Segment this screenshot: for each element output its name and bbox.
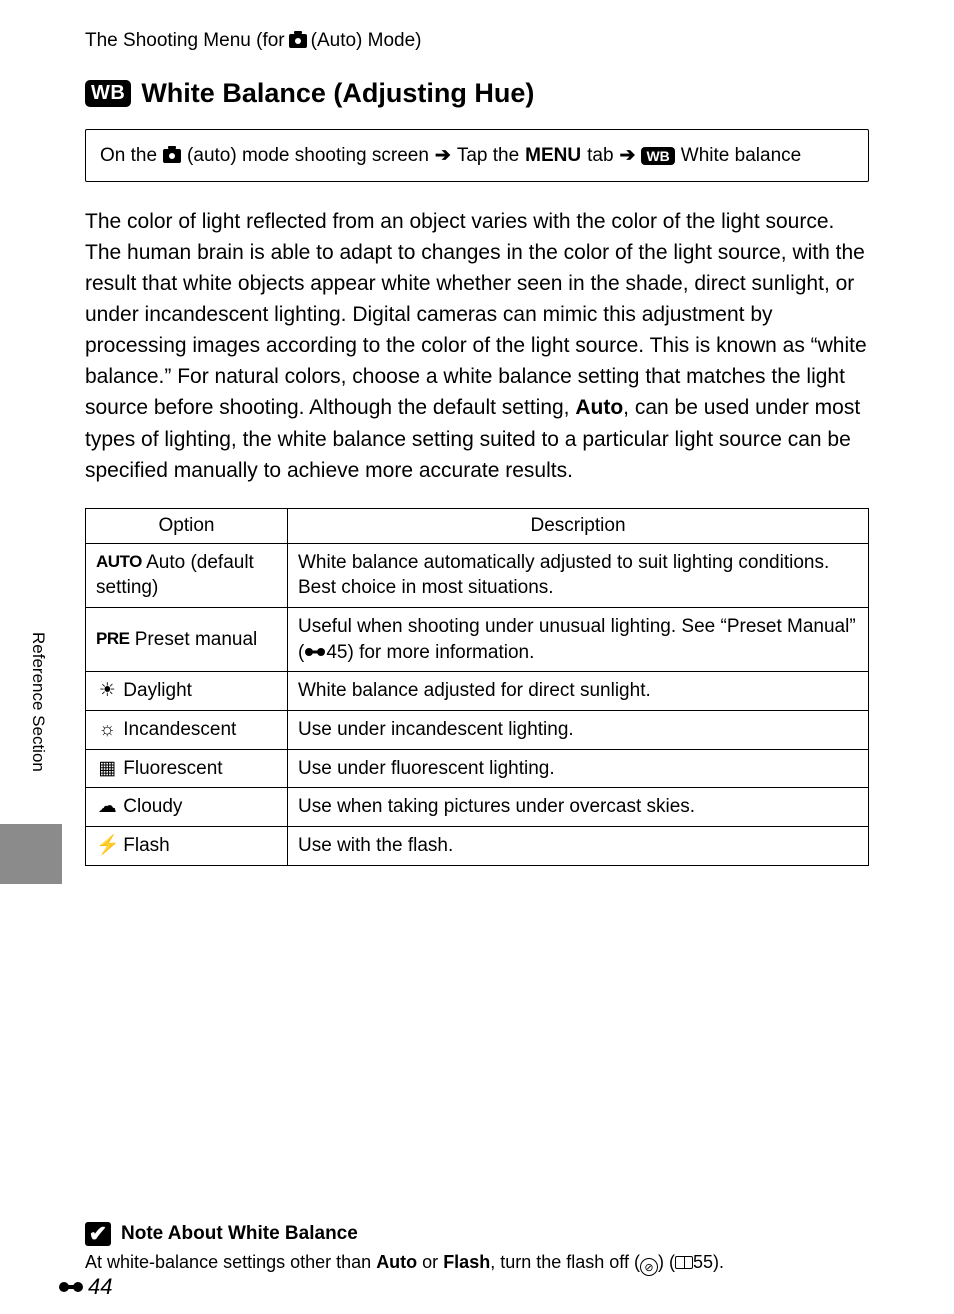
arrow-icon: ➔: [620, 144, 636, 167]
reference-page: 45: [326, 642, 347, 663]
option-description: Use under incandescent lighting.: [288, 711, 869, 750]
table-row: ⚡ Flash Use with the flash.: [86, 826, 869, 865]
breadcrumb: The Shooting Menu (for (Auto) Mode): [85, 30, 869, 52]
reference-link-icon: [304, 640, 326, 666]
body-text: The color of light reflected from an obj…: [85, 210, 867, 419]
navbox-text: White balance: [681, 145, 801, 167]
book-icon: [675, 1256, 693, 1269]
wb-badge-icon: WB: [641, 147, 674, 165]
breadcrumb-prefix: The Shooting Menu (for: [85, 30, 285, 52]
navigation-path: On the (auto) mode shooting screen ➔ Tap…: [85, 129, 869, 182]
page-title: White Balance (Adjusting Hue): [141, 78, 534, 109]
fluorescent-icon: ▦: [96, 756, 118, 782]
navbox-text: (auto) mode shooting screen: [187, 145, 429, 167]
body-bold: Auto: [575, 396, 623, 419]
note-heading: Note About White Balance: [121, 1223, 358, 1245]
option-description: White balance adjusted for direct sunlig…: [288, 672, 869, 711]
table-row: ▦ Fluorescent Use under fluorescent ligh…: [86, 749, 869, 788]
body-paragraph: The color of light reflected from an obj…: [85, 206, 869, 486]
table-header-option: Option: [86, 508, 288, 543]
table-row: AUTO Auto (default setting) White balanc…: [86, 543, 869, 607]
table-row: ☀ Daylight White balance adjusted for di…: [86, 672, 869, 711]
cloudy-icon: ☁: [96, 794, 118, 820]
note-body: At white-balance settings other than Aut…: [85, 1252, 869, 1277]
page-number: 44: [58, 1274, 112, 1300]
page-reference: 55: [693, 1252, 713, 1272]
camera-icon: [163, 149, 181, 163]
menu-label: MENU: [525, 145, 581, 167]
wb-badge-icon: WB: [85, 80, 131, 107]
navbox-text: tab: [587, 145, 613, 167]
table-row: ☁ Cloudy Use when taking pictures under …: [86, 788, 869, 827]
table-row: PRE Preset manual Useful when shooting u…: [86, 607, 869, 671]
reference-section-icon: [58, 1274, 84, 1300]
flash-icon: ⚡: [96, 833, 118, 859]
option-label: Preset manual: [135, 629, 258, 650]
check-icon: ✔: [85, 1222, 111, 1246]
option-description: Use when taking pictures under overcast …: [288, 788, 869, 827]
breadcrumb-mode: (Auto) Mode): [311, 30, 422, 52]
incandescent-icon: ☼: [96, 717, 118, 743]
flash-off-icon: ⊘: [640, 1258, 658, 1276]
navbox-text: On the: [100, 145, 157, 167]
option-description: Useful when shooting under unusual light…: [288, 607, 869, 671]
side-tab-label: Reference Section: [28, 632, 48, 772]
option-label: Fluorescent: [123, 758, 222, 779]
options-table: Option Description AUTO Auto (default se…: [85, 508, 869, 866]
navbox-text: Tap the: [457, 145, 519, 167]
arrow-icon: ➔: [435, 144, 451, 167]
daylight-icon: ☀: [96, 678, 118, 704]
table-row: ☼ Incandescent Use under incandescent li…: [86, 711, 869, 750]
option-label: Incandescent: [123, 719, 236, 740]
option-label: Daylight: [123, 680, 192, 701]
option-label: Cloudy: [123, 796, 182, 817]
side-tab-marker: [0, 824, 62, 884]
preset-icon: PRE: [96, 628, 129, 651]
note-section: ✔ Note About White Balance At white-bala…: [85, 1222, 869, 1277]
camera-icon: [289, 34, 307, 48]
table-header-description: Description: [288, 508, 869, 543]
auto-icon: AUTO: [96, 551, 142, 574]
option-description: White balance automatically adjusted to …: [288, 543, 869, 607]
option-description: Use with the flash.: [288, 826, 869, 865]
option-label: Flash: [123, 835, 169, 856]
page-heading: WB White Balance (Adjusting Hue): [85, 78, 869, 109]
option-description: Use under fluorescent lighting.: [288, 749, 869, 788]
